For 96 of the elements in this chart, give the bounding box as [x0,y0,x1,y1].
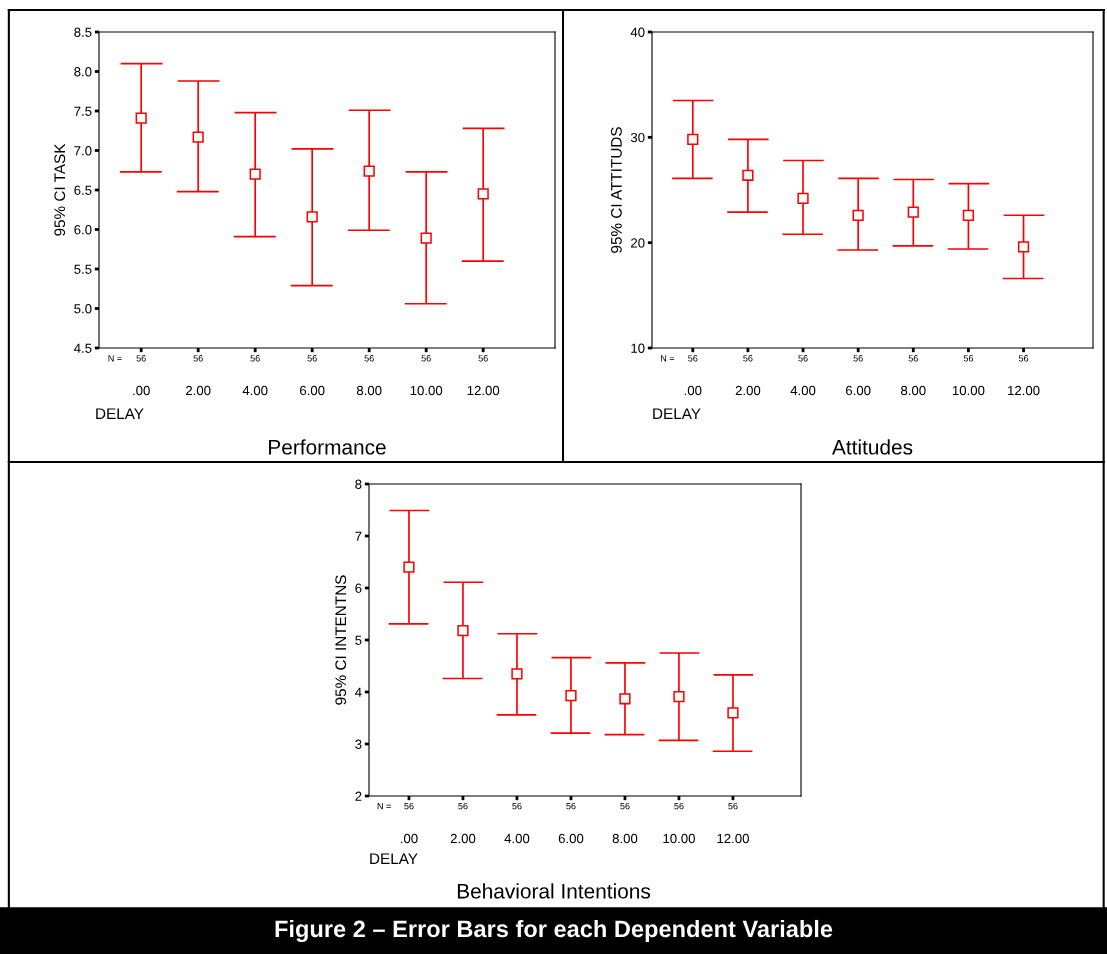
text: 56 [364,355,374,362]
x-tick-label: 4.00 [242,385,268,396]
y-tick-label: 8 [355,479,362,489]
x-axis-title: DELAY [370,853,418,864]
point [797,192,809,205]
x-tick-label: 6.00 [846,385,871,396]
text: Behavioral Intentions [457,883,651,899]
x-axis-title: DELAY [653,408,701,419]
point [673,691,685,703]
y-axis-title: 95% CI TASK [54,143,66,236]
point [511,668,523,680]
x-tick-label: 10.00 [410,385,443,396]
x-tick-label: .00 [400,833,418,844]
point [403,561,415,573]
point [477,188,489,200]
x-tick-label: .00 [684,385,702,396]
y-tick-label: 6 [355,583,362,593]
x-tick-label: 6.00 [558,833,584,844]
x-tick-label: 4.00 [790,385,816,396]
y-axis-title: 95% CI ATTITUDS [610,127,622,253]
y-tick-label: 2 [355,791,362,801]
text: Performance [269,439,386,455]
text: 56 [674,802,684,810]
text: 56 [250,355,260,362]
text: 56 [478,355,488,362]
y-tick-label: 30 [630,132,645,143]
x-tick-label: 10.00 [952,385,985,396]
text: 56 [853,355,863,362]
y-tick-label: 7 [355,531,362,541]
text: 56 [688,355,698,362]
y-tick-label: 10 [631,343,645,353]
point [1017,241,1030,253]
x-tick-label: 8.00 [356,385,382,396]
point [907,206,919,218]
point [727,707,739,719]
point [457,625,469,637]
x-tick-label: 2.00 [450,833,476,844]
text: N = [661,355,675,362]
point [619,693,631,705]
y-axis-title: 95% CI INTENTNS [335,575,347,705]
y-tick-label: 5.0 [74,304,92,314]
y-tick-label: 5 [355,635,362,645]
y-tick-label: 3 [355,739,362,749]
y-tick-label: 4 [355,687,362,697]
y-tick-label: 20 [631,238,645,248]
text: 56 [404,802,414,810]
y-tick-label: 6.0 [74,225,92,235]
text: N = [377,803,391,810]
text: 56 [458,802,468,810]
text: 56 [908,355,918,362]
point [420,232,432,244]
y-tick-label: 4.5 [74,343,92,353]
text: 56 [193,355,203,362]
text: 56 [307,355,317,362]
x-tick-label: 8.00 [901,385,926,396]
text: 56 [963,355,974,362]
text: 56 [566,802,576,810]
point [687,133,699,146]
point [962,209,975,221]
x-tick-label: 2.00 [735,385,761,396]
x-tick-label: 12.00 [467,385,500,396]
text: Attitudes [832,439,913,455]
x-tick-label: 8.00 [612,833,638,844]
point [363,165,375,177]
x-tick-label: 4.00 [504,833,530,844]
x-tick-label: 2.00 [186,385,211,396]
x-tick-label: 10.00 [663,833,695,844]
text: 56 [620,802,630,810]
point [192,131,204,143]
text: Figure 2 – Error Bars for each Dependent Variable [275,919,833,943]
text: 56 [512,802,522,810]
point [852,209,864,221]
x-tick-label: .00 [133,385,150,396]
x-axis-title: DELAY [96,408,144,419]
point [565,690,577,702]
y-tick-label: 40 [630,27,645,37]
x-tick-label: 12.00 [1008,385,1040,396]
y-tick-label: 8.0 [74,67,92,77]
text: 56 [1018,355,1029,362]
text: 56 [728,802,738,810]
y-tick-label: 7.0 [74,146,92,156]
text: 56 [798,355,808,362]
y-tick-label: 7.5 [74,106,92,116]
x-tick-label: 6.00 [300,385,325,396]
y-tick-label: 5.5 [74,264,92,274]
point [249,168,261,180]
text: 56 [421,355,431,362]
point [306,211,318,223]
text: 56 [743,355,753,362]
point [135,112,147,124]
y-tick-label: 6.5 [74,185,92,195]
point [742,169,754,181]
text: 56 [136,355,146,362]
x-tick-label: 12.00 [717,833,749,844]
text: N = [108,355,122,362]
y-tick-label: 8.5 [74,27,92,37]
